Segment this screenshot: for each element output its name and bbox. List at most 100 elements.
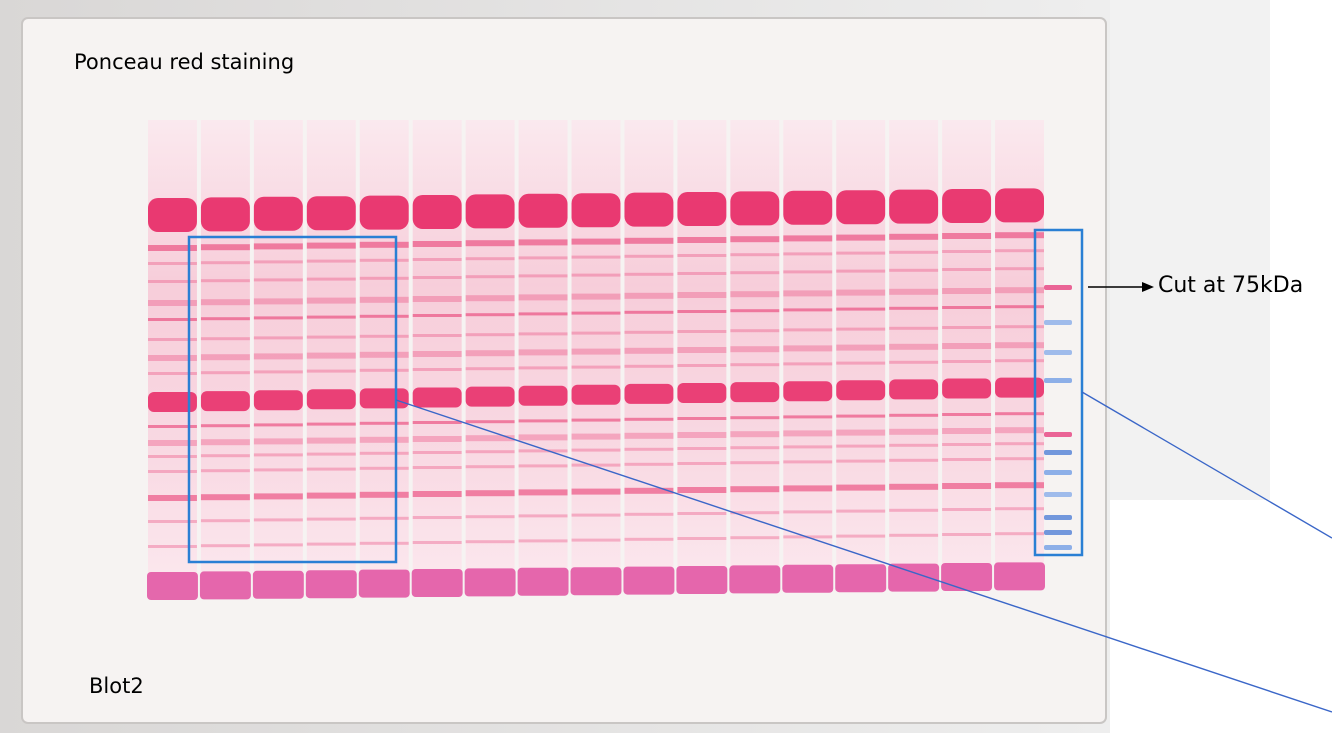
band bbox=[783, 445, 833, 449]
band bbox=[677, 192, 727, 226]
band bbox=[359, 351, 409, 358]
gel-lanes bbox=[147, 120, 1045, 600]
band bbox=[836, 327, 886, 331]
band bbox=[253, 543, 303, 547]
band bbox=[518, 366, 568, 370]
band bbox=[624, 383, 674, 404]
band bbox=[677, 272, 727, 275]
band bbox=[783, 460, 833, 464]
band bbox=[783, 485, 833, 492]
band bbox=[942, 508, 992, 511]
band bbox=[253, 353, 303, 360]
band bbox=[518, 239, 568, 246]
band bbox=[624, 432, 674, 439]
band bbox=[942, 288, 992, 294]
band bbox=[465, 420, 515, 424]
dye-front bbox=[199, 571, 251, 600]
band bbox=[730, 346, 780, 353]
band bbox=[148, 520, 197, 523]
band bbox=[359, 241, 409, 248]
band bbox=[571, 331, 621, 335]
band bbox=[889, 250, 939, 254]
dye-front bbox=[464, 568, 516, 597]
band bbox=[624, 537, 674, 541]
band bbox=[571, 365, 621, 369]
band bbox=[412, 351, 462, 357]
band bbox=[571, 193, 621, 228]
band bbox=[465, 295, 515, 302]
lane bbox=[358, 120, 410, 598]
band bbox=[889, 343, 939, 350]
band bbox=[306, 335, 356, 339]
band bbox=[889, 360, 939, 364]
band bbox=[730, 271, 780, 275]
lane bbox=[888, 120, 940, 592]
band bbox=[783, 290, 833, 297]
dye-front bbox=[252, 570, 304, 599]
band bbox=[306, 437, 356, 444]
band bbox=[253, 423, 303, 427]
band bbox=[730, 511, 780, 515]
band bbox=[359, 368, 409, 372]
band bbox=[624, 364, 674, 368]
band bbox=[889, 288, 939, 295]
band bbox=[359, 436, 409, 443]
lane bbox=[517, 120, 569, 596]
band bbox=[412, 241, 462, 247]
band bbox=[730, 363, 780, 367]
band bbox=[624, 272, 674, 276]
band bbox=[518, 349, 568, 356]
band bbox=[889, 443, 939, 447]
band bbox=[200, 424, 250, 428]
band bbox=[677, 364, 727, 367]
band bbox=[148, 392, 197, 412]
band bbox=[359, 388, 409, 409]
band bbox=[200, 544, 250, 548]
lane bbox=[623, 120, 675, 595]
band bbox=[836, 251, 886, 255]
lane bbox=[729, 120, 781, 594]
band bbox=[571, 255, 621, 259]
callout-line-lanes bbox=[395, 399, 1332, 713]
band bbox=[148, 470, 197, 473]
band bbox=[624, 310, 674, 314]
band bbox=[836, 380, 886, 401]
band bbox=[889, 428, 939, 435]
band bbox=[995, 188, 1044, 223]
band bbox=[148, 455, 197, 458]
band bbox=[677, 383, 727, 403]
band bbox=[359, 258, 409, 262]
band bbox=[412, 516, 462, 519]
band bbox=[200, 391, 250, 412]
band bbox=[571, 273, 621, 277]
lane bbox=[252, 120, 304, 599]
marker-band bbox=[1044, 545, 1072, 550]
band bbox=[783, 270, 833, 274]
band bbox=[465, 350, 515, 357]
band bbox=[518, 385, 568, 406]
band bbox=[783, 328, 833, 332]
band bbox=[942, 268, 992, 271]
dye-front bbox=[888, 563, 940, 592]
dye-front bbox=[941, 563, 993, 591]
band bbox=[253, 196, 303, 231]
band bbox=[730, 382, 780, 403]
band bbox=[518, 489, 568, 496]
band bbox=[730, 329, 780, 333]
band bbox=[465, 386, 515, 407]
band bbox=[518, 514, 568, 518]
band bbox=[836, 444, 886, 448]
band bbox=[677, 462, 727, 465]
band bbox=[253, 336, 303, 340]
band bbox=[889, 233, 939, 240]
band bbox=[889, 483, 939, 490]
band bbox=[783, 510, 833, 514]
band bbox=[200, 197, 250, 232]
band bbox=[836, 484, 886, 491]
band bbox=[783, 252, 833, 256]
band bbox=[783, 190, 833, 225]
band bbox=[253, 453, 303, 457]
band bbox=[624, 330, 674, 334]
band bbox=[836, 344, 886, 351]
band bbox=[677, 237, 727, 243]
